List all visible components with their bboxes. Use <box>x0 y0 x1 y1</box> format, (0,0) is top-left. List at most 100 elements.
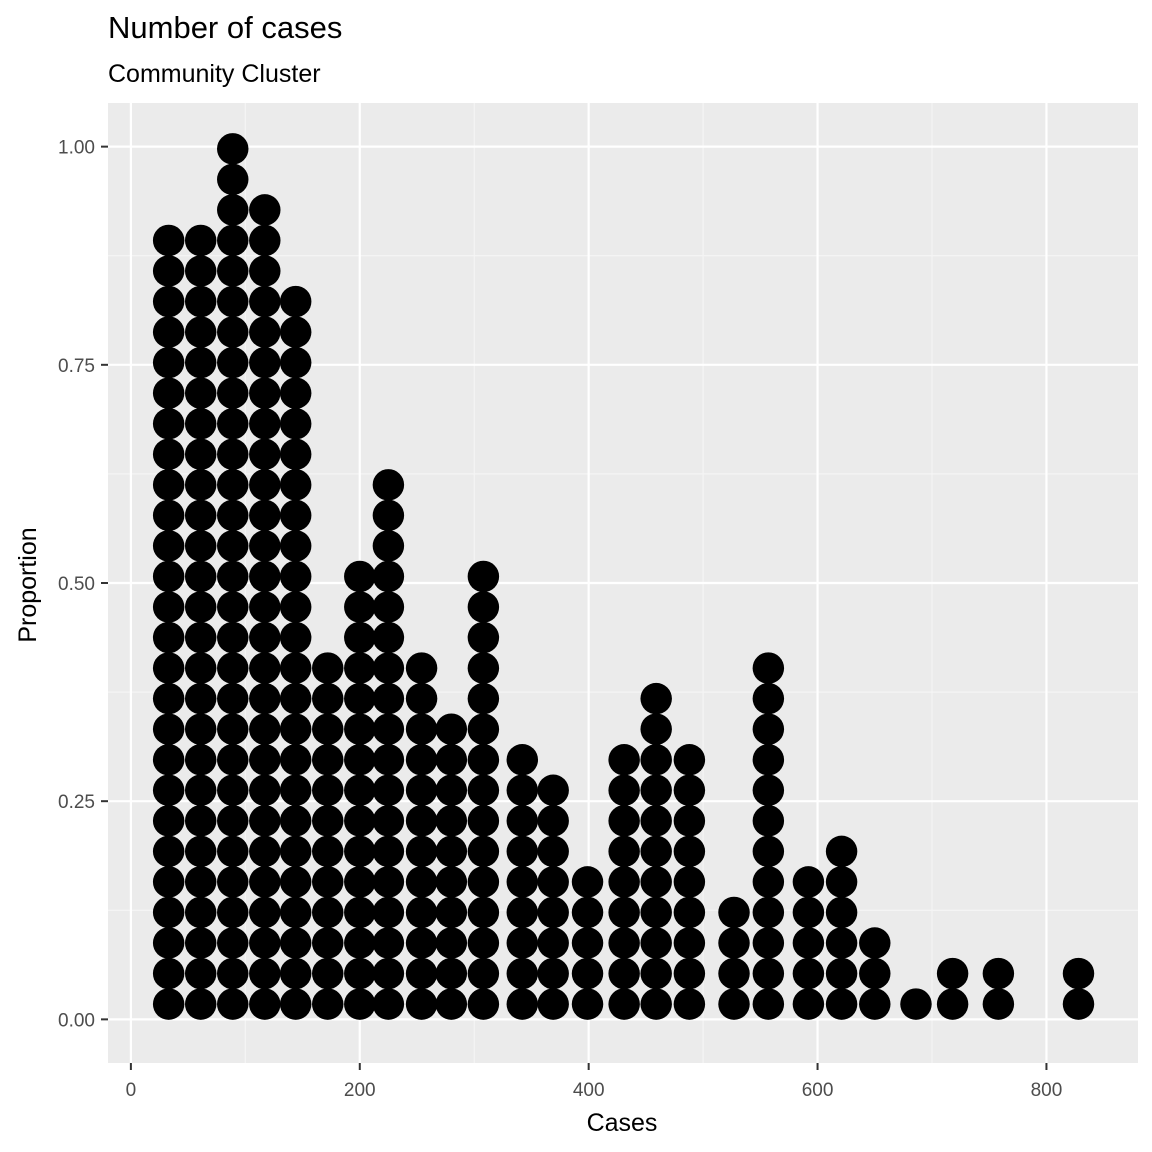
data-dot <box>752 927 785 959</box>
data-dot <box>506 805 539 837</box>
data-dot <box>279 866 312 898</box>
data-dot <box>825 927 858 959</box>
data-dot <box>152 927 185 959</box>
data-dot <box>312 682 344 715</box>
data-dot <box>405 743 438 776</box>
data-dot <box>344 591 376 623</box>
data-dot <box>344 560 376 593</box>
data-dot <box>344 774 376 807</box>
data-dot <box>217 285 249 318</box>
data-dot <box>435 835 468 868</box>
data-dot <box>184 499 217 532</box>
data-dot <box>184 255 217 287</box>
data-dot <box>405 866 438 898</box>
data-dot <box>372 896 405 929</box>
data-dot <box>184 224 217 257</box>
data-dot <box>217 255 249 287</box>
data-dot <box>372 682 405 715</box>
data-dot <box>372 927 405 959</box>
data-dot <box>217 682 249 715</box>
data-dot <box>152 377 185 409</box>
data-dot <box>217 499 249 532</box>
data-dot <box>217 743 249 776</box>
data-dot <box>249 743 281 776</box>
data-dot <box>217 927 249 959</box>
data-dot <box>506 866 539 898</box>
data-dot <box>571 927 604 959</box>
data-dot <box>752 805 785 837</box>
data-dot <box>752 896 785 929</box>
data-dot <box>249 957 281 990</box>
data-dot <box>249 285 281 318</box>
data-dot <box>571 988 604 1020</box>
data-dot <box>673 927 706 959</box>
data-dot <box>982 957 1015 990</box>
data-dot <box>792 927 825 959</box>
data-dot <box>217 896 249 929</box>
data-dot <box>608 866 640 898</box>
data-dot <box>249 346 281 379</box>
data-dot <box>673 774 706 807</box>
data-dot <box>640 866 672 898</box>
data-dot <box>467 988 500 1020</box>
data-dot <box>217 988 249 1020</box>
data-dot <box>506 896 539 929</box>
data-dot <box>467 743 500 776</box>
data-dot <box>608 835 640 868</box>
data-dot <box>467 774 500 807</box>
data-dot <box>249 316 281 348</box>
data-dot <box>467 713 500 745</box>
data-dot <box>506 927 539 959</box>
data-dot <box>184 743 217 776</box>
data-dot <box>344 835 376 868</box>
data-dot <box>184 346 217 379</box>
data-dot <box>312 988 344 1020</box>
data-dot <box>184 285 217 318</box>
data-dot <box>467 866 500 898</box>
data-dot <box>467 652 500 684</box>
data-dot <box>217 774 249 807</box>
data-dot <box>467 682 500 715</box>
y-tick-label: 0.25 <box>58 792 95 813</box>
data-dot <box>249 774 281 807</box>
data-dot <box>279 316 312 348</box>
data-dot <box>467 560 500 593</box>
data-dot <box>344 927 376 959</box>
data-dot <box>152 774 185 807</box>
data-dot <box>372 591 405 623</box>
data-dot <box>640 774 672 807</box>
data-dot <box>217 652 249 684</box>
data-dot <box>217 346 249 379</box>
data-dot <box>640 713 672 745</box>
data-dot <box>249 713 281 745</box>
data-dot <box>279 560 312 593</box>
data-dot <box>718 957 750 990</box>
x-tick-label: 800 <box>1031 1080 1063 1101</box>
data-dot <box>405 957 438 990</box>
data-dot <box>752 774 785 807</box>
data-dot <box>752 713 785 745</box>
data-dot <box>344 713 376 745</box>
data-dot <box>537 774 569 807</box>
data-dot <box>640 896 672 929</box>
data-dot <box>249 835 281 868</box>
data-dot <box>506 835 539 868</box>
data-dot <box>640 927 672 959</box>
data-dot <box>279 652 312 684</box>
data-dot <box>435 805 468 837</box>
data-dot <box>571 866 604 898</box>
data-dot <box>825 835 858 868</box>
data-dot <box>673 896 706 929</box>
data-dot <box>184 896 217 929</box>
data-dot <box>344 866 376 898</box>
data-dot <box>249 896 281 929</box>
data-dot <box>537 988 569 1020</box>
data-dot <box>718 896 750 929</box>
data-dot <box>312 896 344 929</box>
data-dot <box>217 805 249 837</box>
data-dot <box>537 805 569 837</box>
data-dot <box>279 285 312 318</box>
data-dot <box>900 988 932 1020</box>
data-dot <box>152 621 185 654</box>
data-dot <box>279 469 312 501</box>
